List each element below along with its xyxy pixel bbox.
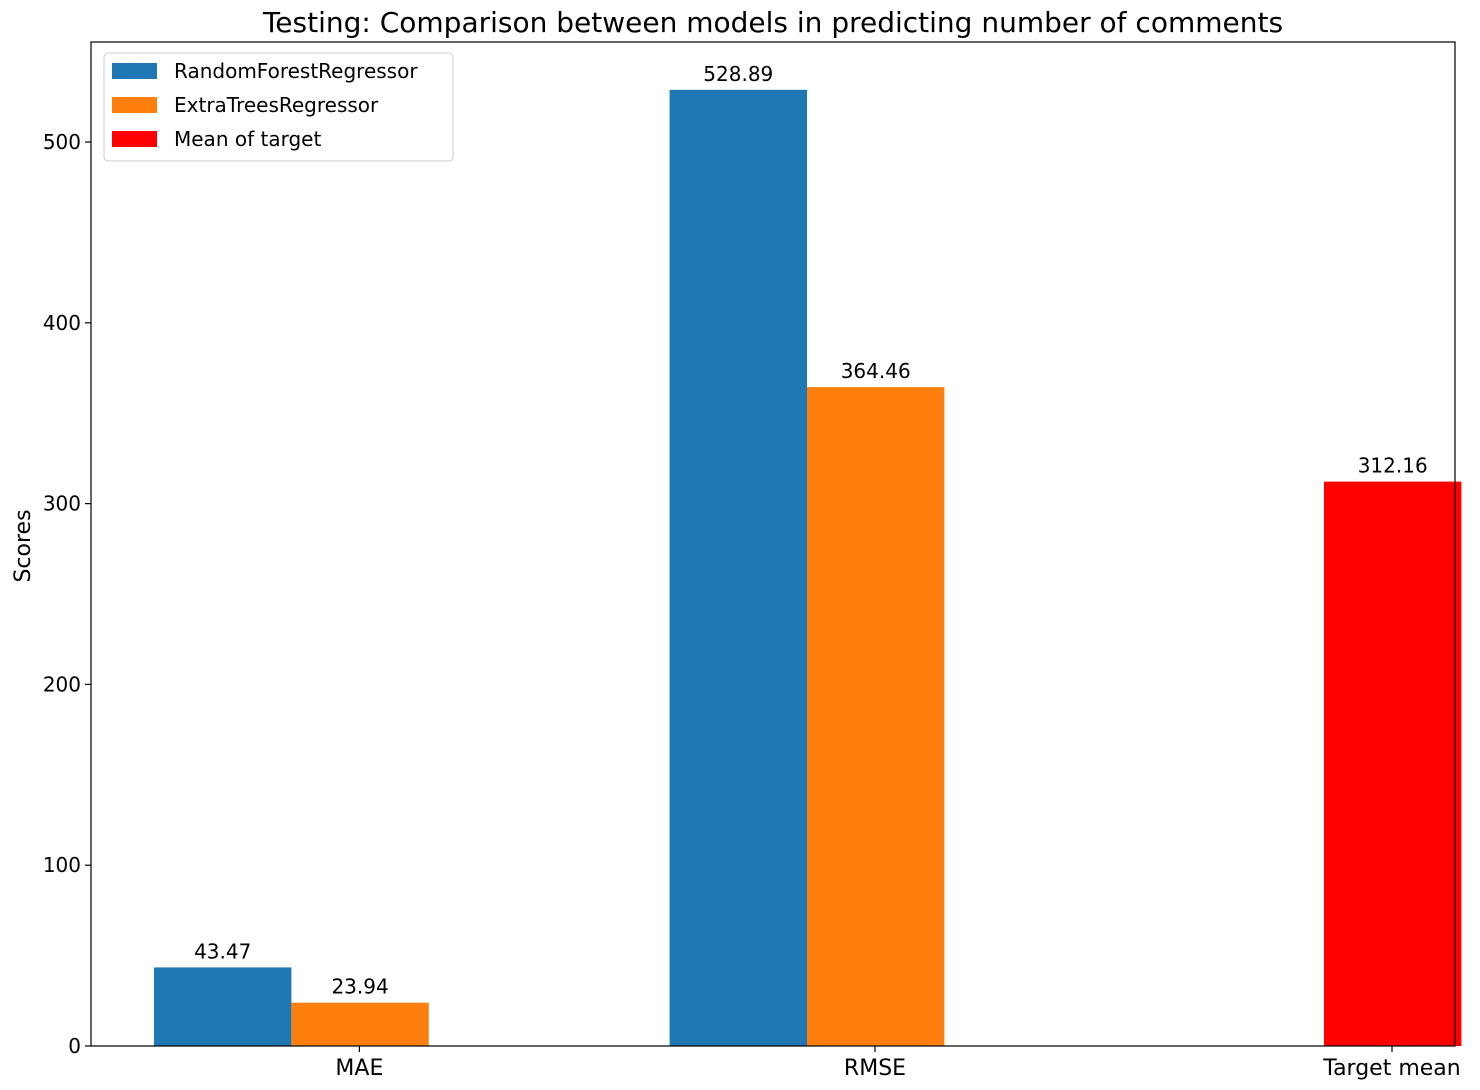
legend-swatch [112, 63, 157, 79]
legend-box [103, 52, 454, 162]
bars-layer [154, 89, 1462, 1047]
y-tick-label: 0 [68, 1034, 81, 1058]
x-tick-label: RMSE [844, 1056, 906, 1081]
data-label: 312.16 [1358, 454, 1428, 478]
legend-label: ExtraTreesRegressor [174, 93, 379, 117]
data-label: 364.46 [841, 359, 911, 383]
plot-frame [90, 41, 1456, 1047]
y-tick-label: 500 [43, 130, 81, 154]
x-axis: MAE RMSE Target mean [335, 1046, 1461, 1081]
legend-swatch [112, 131, 157, 147]
legend-swatch [112, 97, 157, 113]
data-label: 528.89 [703, 62, 773, 86]
y-tick-label: 200 [43, 672, 81, 696]
bar-rmse-series-0 [669, 89, 807, 1047]
data-labels-layer: 43.47 23.94 528.89 364.46 312.16 [194, 62, 1428, 999]
y-tick-label: 300 [43, 492, 81, 516]
legend-label: RandomForestRegressor [174, 59, 418, 83]
y-tick-label: 400 [43, 311, 81, 335]
data-label: 23.94 [331, 975, 388, 999]
y-tick-label: 100 [43, 853, 81, 877]
y-axis-label: Scores [11, 509, 36, 582]
bar-mae-series-0 [154, 967, 292, 1046]
bar-mae-series-1 [291, 1002, 429, 1046]
legend-label: Mean of target [174, 127, 321, 151]
x-tick-label: Target mean [1322, 1056, 1460, 1081]
data-label: 43.47 [194, 939, 251, 963]
bar-target-mean-series-2 [1324, 481, 1462, 1047]
legend: RandomForestRegressor ExtraTreesRegressor… [103, 52, 454, 162]
y-axis: 0 100 200 300 400 500 [43, 130, 91, 1058]
bar-rmse-series-1 [807, 387, 945, 1047]
chart-title: Testing: Comparison between models in pr… [262, 6, 1283, 39]
x-tick-label: MAE [335, 1056, 383, 1081]
